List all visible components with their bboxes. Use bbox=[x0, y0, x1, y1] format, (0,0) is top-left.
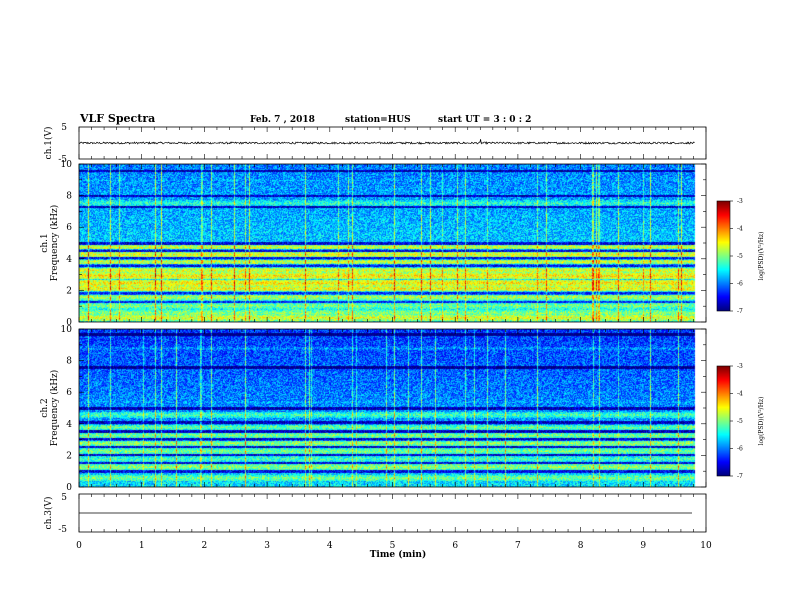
ch1-channel-label: ch.1 bbox=[40, 233, 50, 252]
time-tick-label: 0 bbox=[76, 541, 82, 551]
colorbar-tick-label: -7 bbox=[737, 473, 743, 480]
time-tick-label: 3 bbox=[264, 541, 270, 551]
ch2-colorbar-gradient bbox=[717, 366, 730, 476]
time-tick-label: 9 bbox=[640, 541, 646, 551]
ch1-spectrogram-ticks bbox=[78, 163, 707, 323]
ch1-voltage-panel: 5 -5 ch.1(V) bbox=[43, 123, 707, 165]
ch2-colorbar-label: log(PSD)(V²/Hz) bbox=[758, 397, 765, 446]
ch2-spectrogram-ticks bbox=[78, 328, 707, 488]
time-tick-label: 8 bbox=[578, 541, 584, 551]
ch1-voltage-axis-label: ch.1(V) bbox=[43, 127, 54, 160]
ch3-ytick-label: -5 bbox=[58, 525, 67, 535]
frequency-tick-label: 8 bbox=[66, 192, 72, 202]
ch1-frequency-tick-labels: 0 2 4 6 8 10 bbox=[61, 160, 73, 328]
colorbar-tick-label: -3 bbox=[737, 363, 743, 370]
colorbar-tick-label: -7 bbox=[737, 308, 743, 315]
ch1-ytick-label: 5 bbox=[61, 123, 67, 133]
frequency-tick-label: 0 bbox=[66, 483, 72, 493]
frequency-tick-label: 10 bbox=[61, 160, 73, 170]
ch2-frequency-axis-label: Frequency (kHz) bbox=[49, 370, 60, 447]
ch1-colorbar-label: log(PSD)(V²/Hz) bbox=[758, 232, 765, 281]
frequency-tick-label: 4 bbox=[66, 420, 72, 430]
colorbar-tick-label: -4 bbox=[737, 226, 743, 233]
ch2-colorbar: -7 -6 -5 -4 -3 log(PSD)(V²/Hz) bbox=[716, 363, 765, 480]
ch1-colorbar: -7 -6 -5 -4 -3 log(PSD)(V²/Hz) bbox=[716, 198, 765, 315]
ch3-voltage-axis-label: ch.3(V) bbox=[43, 497, 54, 530]
time-tick-label: 4 bbox=[327, 541, 333, 551]
ch3-voltage-ticks bbox=[78, 494, 707, 532]
ch1-voltage-trace bbox=[78, 139, 695, 145]
ch2-frequency-tick-labels: 0 2 4 6 8 10 bbox=[61, 325, 73, 493]
header-date: Feb. 7 , 2018 bbox=[250, 115, 315, 125]
frequency-tick-label: 6 bbox=[66, 388, 72, 398]
time-tick-label: 7 bbox=[515, 541, 521, 551]
time-axis-label: Time (min) bbox=[370, 549, 427, 560]
time-tick-label: 2 bbox=[202, 541, 208, 551]
ch2-colorbar-ticks: -7 -6 -5 -4 -3 bbox=[730, 363, 743, 480]
frequency-tick-label: 2 bbox=[66, 286, 72, 296]
ch1-colorbar-ticks: -7 -6 -5 -4 -3 bbox=[730, 198, 743, 315]
colorbar-tick-label: -5 bbox=[737, 418, 743, 425]
time-tick-labels: 0 1 2 3 4 5 6 7 8 9 10 bbox=[76, 541, 712, 551]
header-start-time: start UT = 3 : 0 : 2 bbox=[438, 115, 531, 125]
ch1-spectrogram-panel: 0 2 4 6 8 10 ch.1 Frequency (kHz) bbox=[40, 160, 707, 328]
frequency-tick-label: 8 bbox=[66, 357, 72, 367]
colorbar-tick-label: -6 bbox=[737, 446, 743, 453]
ch2-spectrogram-image bbox=[79, 329, 706, 487]
ch3-ytick-label: 5 bbox=[61, 493, 67, 503]
time-tick-label: 5 bbox=[390, 541, 396, 551]
frequency-tick-label: 10 bbox=[61, 325, 73, 335]
colorbar-tick-label: -3 bbox=[737, 198, 743, 205]
colorbar-tick-label: -5 bbox=[737, 253, 743, 260]
ch1-frequency-axis-label: Frequency (kHz) bbox=[49, 205, 60, 282]
ch1-ytick-label: -5 bbox=[58, 155, 67, 165]
ch1-spectrogram-image bbox=[79, 164, 706, 322]
figure-title: VLF Spectra bbox=[79, 112, 155, 125]
frequency-tick-label: 4 bbox=[66, 255, 72, 265]
time-tick-label: 10 bbox=[700, 541, 712, 551]
ch1-colorbar-gradient bbox=[717, 201, 730, 311]
colorbar-tick-label: -6 bbox=[737, 281, 743, 288]
time-tick-label: 1 bbox=[139, 541, 145, 551]
frequency-tick-label: 2 bbox=[66, 451, 72, 461]
ch2-channel-label: ch.2 bbox=[40, 398, 50, 417]
ch3-voltage-panel: 5 -5 ch.3(V) bbox=[43, 493, 707, 535]
ch1-voltage-line bbox=[78, 139, 695, 145]
frequency-tick-label: 0 bbox=[66, 318, 72, 328]
header-station: station=HUS bbox=[345, 115, 411, 125]
frequency-tick-label: 6 bbox=[66, 223, 72, 233]
ch1-voltage-ticks bbox=[78, 127, 707, 159]
time-tick-label: 6 bbox=[452, 541, 458, 551]
ch2-spectrogram-panel: 0 2 4 6 8 10 ch.2 Frequency (kHz) bbox=[40, 325, 707, 493]
colorbar-tick-label: -4 bbox=[737, 391, 743, 398]
